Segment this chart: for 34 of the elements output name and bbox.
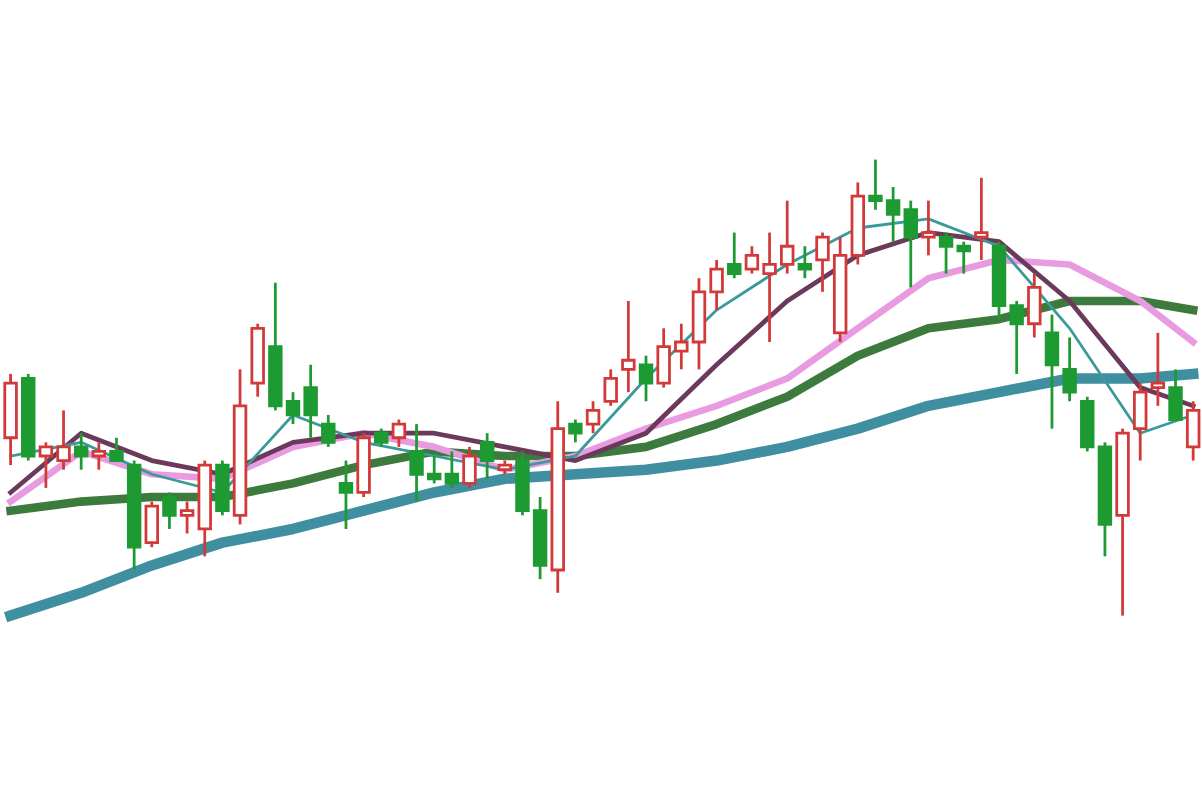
candlestick <box>162 491 177 531</box>
candlestick <box>956 240 971 275</box>
candlestick <box>638 354 654 403</box>
candlestick <box>1080 395 1095 453</box>
candlestick <box>338 459 354 531</box>
candlestick <box>444 450 460 490</box>
candlestick <box>1150 331 1166 408</box>
candlestick <box>73 431 89 472</box>
candlestick <box>479 431 495 481</box>
candlestick <box>903 199 918 289</box>
candlestick <box>109 436 124 462</box>
candlestick <box>1133 381 1148 462</box>
candlestick <box>568 418 583 444</box>
candlestick <box>321 413 336 449</box>
candlestick <box>1027 272 1042 339</box>
candlestick <box>727 231 742 280</box>
candlestick <box>1168 367 1183 421</box>
candlestick <box>938 231 954 275</box>
candlestick <box>621 299 636 394</box>
candlestick <box>374 427 389 449</box>
candlestick <box>144 500 160 549</box>
candlestick <box>1062 336 1077 403</box>
candlestick <box>974 176 989 262</box>
candlestick <box>462 445 477 490</box>
candlestick <box>603 367 618 408</box>
candlestick <box>91 440 107 472</box>
candlestick <box>179 500 195 535</box>
candlestick <box>1185 399 1201 462</box>
candlestick <box>585 399 601 435</box>
candlestick <box>1044 313 1060 431</box>
candlestick <box>215 459 230 517</box>
candlestick <box>391 418 407 449</box>
candlestick <box>797 244 813 280</box>
candlestick <box>921 199 936 257</box>
